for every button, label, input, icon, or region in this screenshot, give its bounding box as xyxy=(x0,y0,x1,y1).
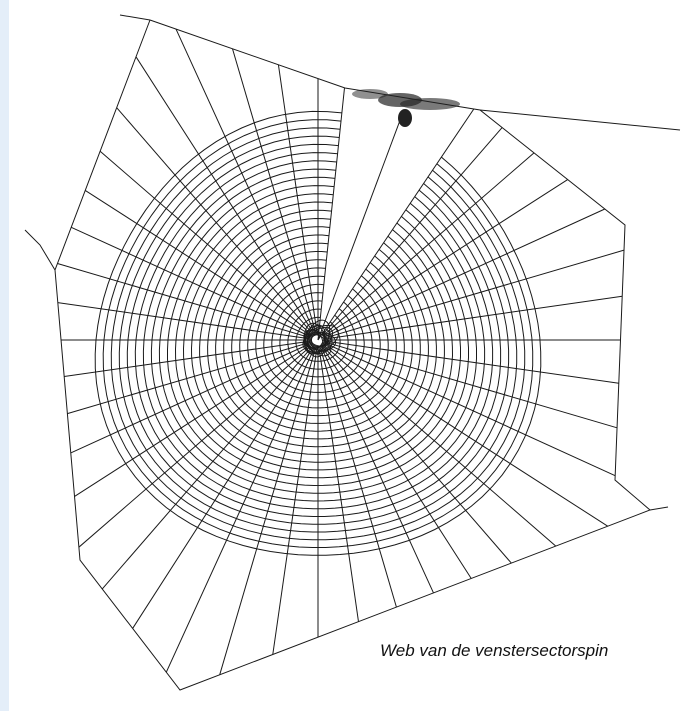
thread xyxy=(318,109,474,340)
thread xyxy=(318,88,345,340)
caption: Web van de venstersectorspin xyxy=(380,641,608,660)
thread xyxy=(318,115,402,340)
thread xyxy=(220,346,317,675)
page: Web van de venstersectorspin xyxy=(0,0,688,711)
thread xyxy=(25,230,55,270)
retreat xyxy=(352,89,460,127)
thread xyxy=(71,227,312,337)
thread xyxy=(55,20,650,690)
web-threads xyxy=(25,15,680,690)
thread xyxy=(319,346,359,622)
thread xyxy=(650,507,668,510)
thread xyxy=(324,342,617,428)
spider-web-illustration: Web van de venstersectorspin xyxy=(0,0,688,711)
thread xyxy=(323,180,568,337)
thread xyxy=(324,341,619,383)
thread xyxy=(322,128,502,336)
thread xyxy=(120,15,150,20)
thread xyxy=(480,110,680,130)
thread xyxy=(232,49,316,334)
thread xyxy=(323,342,615,475)
thread xyxy=(166,345,315,672)
thread xyxy=(323,343,608,526)
thread xyxy=(324,296,622,339)
thread xyxy=(79,344,314,547)
thread xyxy=(176,29,316,334)
